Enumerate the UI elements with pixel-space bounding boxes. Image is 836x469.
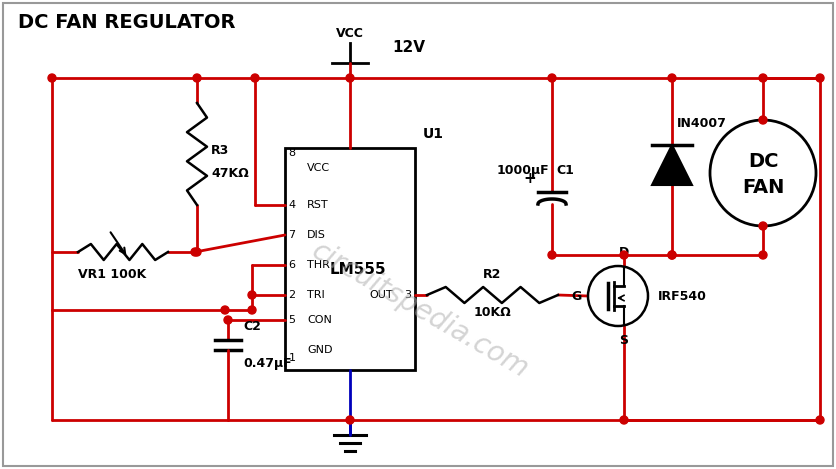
Text: R2: R2 <box>483 268 502 281</box>
Text: 1000μF: 1000μF <box>497 164 549 176</box>
Circle shape <box>193 74 201 82</box>
Text: 0.47μF: 0.47μF <box>243 356 292 370</box>
Circle shape <box>346 416 354 424</box>
Text: 2: 2 <box>288 290 296 300</box>
Text: IN4007: IN4007 <box>677 116 726 129</box>
Text: 7: 7 <box>288 230 296 240</box>
Text: DIS: DIS <box>307 230 326 240</box>
Text: 6: 6 <box>288 260 295 270</box>
Text: 5: 5 <box>288 315 295 325</box>
Circle shape <box>668 74 676 82</box>
Circle shape <box>224 316 232 324</box>
Text: 10KΩ: 10KΩ <box>474 307 512 319</box>
Circle shape <box>620 416 628 424</box>
Circle shape <box>759 74 767 82</box>
Text: RST: RST <box>307 200 329 210</box>
Text: VCC: VCC <box>307 163 330 173</box>
Circle shape <box>710 120 816 226</box>
Text: DC FAN REGULATOR: DC FAN REGULATOR <box>18 13 236 31</box>
Circle shape <box>251 74 259 82</box>
Text: 47KΩ: 47KΩ <box>211 166 249 180</box>
Circle shape <box>759 222 767 230</box>
Text: circuitspedia.com: circuitspedia.com <box>307 236 533 384</box>
Circle shape <box>548 74 556 82</box>
Circle shape <box>193 248 201 256</box>
Text: THR: THR <box>307 260 330 270</box>
Text: LM555: LM555 <box>329 262 386 277</box>
Text: DC: DC <box>747 151 778 171</box>
Text: 1: 1 <box>288 353 295 363</box>
Circle shape <box>48 74 56 82</box>
Text: IRF540: IRF540 <box>658 289 707 303</box>
Text: C1: C1 <box>556 164 573 176</box>
Circle shape <box>248 291 256 299</box>
Circle shape <box>588 266 648 326</box>
Text: 12V: 12V <box>392 39 425 54</box>
Text: 4: 4 <box>288 200 296 210</box>
Text: 8: 8 <box>288 148 296 158</box>
Circle shape <box>191 248 199 256</box>
Text: U1: U1 <box>422 127 444 141</box>
Circle shape <box>248 306 256 314</box>
Circle shape <box>816 416 824 424</box>
Text: OUT: OUT <box>370 290 393 300</box>
Text: VR1 100K: VR1 100K <box>78 267 146 280</box>
Circle shape <box>816 74 824 82</box>
Text: D: D <box>619 245 630 258</box>
Text: 3: 3 <box>405 290 411 300</box>
Text: S: S <box>619 333 629 347</box>
Circle shape <box>221 306 229 314</box>
Circle shape <box>759 116 767 124</box>
Text: GND: GND <box>307 345 333 355</box>
Text: CON: CON <box>307 315 332 325</box>
Text: C2: C2 <box>243 320 261 333</box>
Circle shape <box>668 251 676 259</box>
Circle shape <box>620 251 628 259</box>
Circle shape <box>668 251 676 259</box>
Polygon shape <box>652 145 692 185</box>
Text: FAN: FAN <box>742 177 784 197</box>
Circle shape <box>548 251 556 259</box>
Text: +: + <box>523 171 537 186</box>
Text: TRI: TRI <box>307 290 324 300</box>
Text: G: G <box>571 289 581 303</box>
Text: VCC: VCC <box>336 27 364 39</box>
Text: R3: R3 <box>211 144 229 157</box>
Circle shape <box>759 251 767 259</box>
Bar <box>285 148 415 370</box>
Circle shape <box>346 74 354 82</box>
